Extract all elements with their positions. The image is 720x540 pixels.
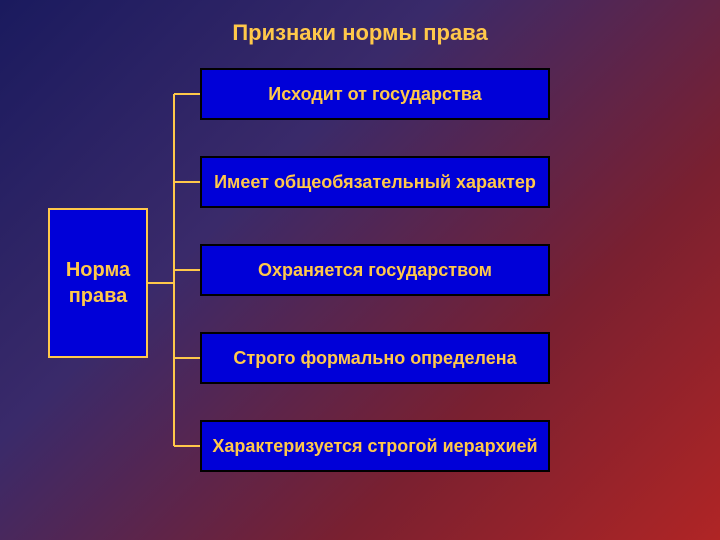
root-node: Норма права bbox=[48, 208, 148, 358]
diagram-content: Признаки нормы права Норма права Исходит… bbox=[0, 0, 720, 540]
item-node-label: Охраняется государством bbox=[258, 260, 492, 281]
item-node: Характеризуется строгой иерархией bbox=[200, 420, 550, 472]
item-node: Исходит от государства bbox=[200, 68, 550, 120]
page-title: Признаки нормы права bbox=[0, 20, 720, 46]
item-node-label: Характеризуется строгой иерархией bbox=[212, 436, 537, 457]
item-node: Охраняется государством bbox=[200, 244, 550, 296]
item-node-label: Строго формально определена bbox=[233, 348, 516, 369]
item-node: Строго формально определена bbox=[200, 332, 550, 384]
item-node-label: Исходит от государства bbox=[268, 84, 481, 105]
root-node-label: Норма права bbox=[50, 257, 146, 309]
item-node: Имеет общеобязательный характер bbox=[200, 156, 550, 208]
item-node-label: Имеет общеобязательный характер bbox=[214, 172, 536, 193]
